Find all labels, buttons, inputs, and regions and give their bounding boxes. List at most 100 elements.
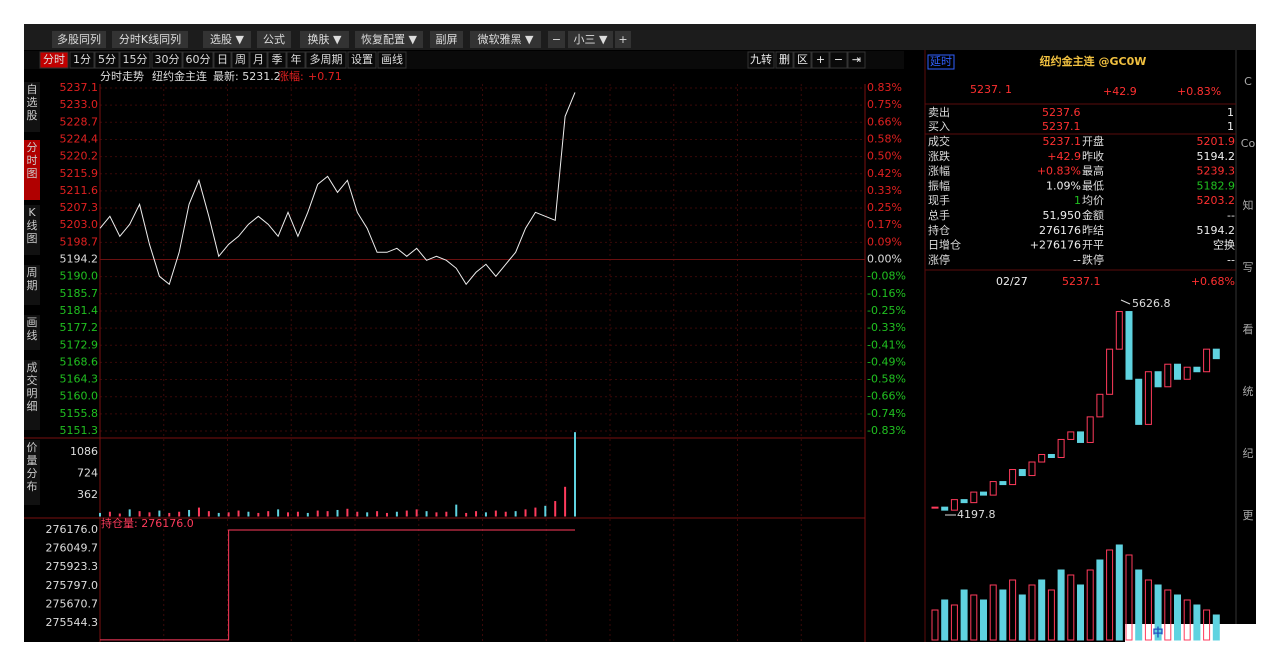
period-tab[interactable] — [94, 51, 120, 69]
period-tab[interactable] — [69, 51, 95, 69]
volume-bar — [316, 510, 319, 517]
badge — [927, 54, 955, 70]
k-high-label: 5626.8 — [1132, 297, 1171, 310]
quote-price: 5237. 1 — [970, 83, 1012, 96]
volume-bar — [435, 512, 438, 517]
sidebar-label: 分时图 — [27, 141, 38, 180]
volume-bar — [534, 507, 537, 517]
k-volume-bar — [1047, 589, 1055, 641]
chart-change: +0.71 — [308, 70, 342, 83]
row-value: -- — [1227, 209, 1235, 222]
oi-step — [100, 529, 575, 641]
toolbar-button[interactable] — [52, 31, 106, 48]
candle — [1086, 416, 1094, 443]
pct-axis-label: -0.58% — [867, 373, 906, 386]
period-tab[interactable] — [119, 51, 151, 69]
volume-bar — [108, 511, 111, 517]
toolbar-button[interactable] — [470, 31, 541, 48]
oi-axis-label: 275797.0 — [46, 579, 99, 592]
oi-axis-label: 275923.3 — [46, 560, 99, 573]
sidebar-tab[interactable] — [24, 315, 40, 350]
quote-change: +42.9 — [1103, 85, 1137, 98]
pct-axis-label: 0.25% — [867, 201, 902, 214]
k-volume-bar — [1018, 594, 1026, 641]
toolbar-button[interactable] — [548, 31, 565, 48]
tool-label: 九转 — [750, 52, 772, 66]
period-tab[interactable] — [213, 51, 232, 69]
toolbar-label: 换肤 ▼ — [308, 32, 342, 46]
volume-bar — [484, 512, 487, 517]
book-label: 卖出 — [928, 105, 950, 119]
candle — [1154, 371, 1162, 388]
period-tab[interactable] — [305, 51, 347, 69]
period-tab[interactable] — [39, 51, 69, 69]
candle — [1009, 469, 1017, 486]
toolbar-button[interactable] — [112, 31, 188, 48]
sidebar-tab[interactable] — [24, 205, 40, 255]
tool-tab[interactable] — [847, 51, 866, 69]
candle — [1212, 348, 1220, 360]
tool-tab[interactable] — [829, 51, 848, 69]
period-tab[interactable] — [151, 51, 183, 69]
tool-tab[interactable] — [747, 51, 775, 69]
toolbar-button[interactable] — [203, 31, 251, 48]
period-tab[interactable] — [231, 51, 250, 69]
candle — [1077, 431, 1084, 443]
sidebar-label: K 线图 — [27, 206, 38, 245]
price-axis-label: 5190.0 — [60, 270, 99, 283]
side-icon: 知 — [1243, 198, 1254, 212]
period-tab[interactable] — [182, 51, 214, 69]
candle — [1106, 348, 1114, 395]
sidebar-tab[interactable] — [24, 360, 40, 430]
pct-axis-label: -0.25% — [867, 304, 906, 317]
tool-tab[interactable] — [775, 51, 794, 69]
volume-bar — [356, 511, 359, 517]
period-tab[interactable] — [377, 51, 407, 69]
tool-tab[interactable] — [793, 51, 812, 69]
k-volume-bar — [1164, 589, 1172, 641]
tool-tab[interactable] — [811, 51, 830, 69]
k-volume-bar — [960, 589, 968, 641]
toolbar-button[interactable] — [430, 31, 463, 48]
sidebar-tab[interactable] — [24, 140, 40, 200]
row-label: 涨幅 — [928, 165, 950, 178]
volume-bar — [128, 509, 131, 517]
price-axis-label: 5224.4 — [60, 132, 99, 145]
row-value: 1 — [1074, 194, 1081, 207]
volume-bar — [197, 507, 200, 517]
candle — [1038, 453, 1046, 463]
period-tab[interactable] — [267, 51, 287, 69]
price-axis-label: 5185.7 — [60, 287, 99, 300]
candle — [1203, 348, 1211, 373]
period-tab[interactable] — [286, 51, 306, 69]
k-volume-bar — [1115, 544, 1123, 641]
toolbar-button[interactable] — [355, 31, 423, 48]
period-tab[interactable] — [249, 51, 268, 69]
toolbar-button[interactable] — [568, 31, 613, 48]
price-axis-label: 5237.1 — [60, 81, 99, 94]
toolbar-button[interactable] — [257, 31, 291, 48]
side-icon: 看 — [1243, 322, 1254, 336]
period-label: 设置 — [351, 53, 373, 66]
pct-axis-label: 0.66% — [867, 115, 902, 128]
sidebar-tab[interactable] — [24, 82, 40, 132]
book-price: 5237.1 — [1042, 120, 1081, 133]
sidebar-tab[interactable] — [24, 265, 40, 305]
row-value: 5239.3 — [1197, 165, 1236, 178]
candle — [1125, 311, 1133, 380]
sidebar-tab[interactable] — [24, 440, 40, 505]
candle — [1183, 366, 1191, 380]
candle — [1174, 363, 1181, 380]
volume-bar — [346, 508, 349, 517]
book-size: 1 — [1227, 106, 1234, 119]
price-axis-label: 5172.9 — [60, 338, 99, 351]
period-label: 多周期 — [310, 52, 343, 66]
pct-axis-label: 0.09% — [867, 235, 902, 248]
volume-bar — [168, 512, 171, 517]
volume-bar — [188, 509, 191, 517]
k-volume-bar — [980, 599, 987, 641]
toolbar-button[interactable] — [615, 31, 631, 48]
toolbar-button[interactable] — [300, 31, 349, 48]
k-volume-bar — [1086, 569, 1094, 641]
period-tab[interactable] — [347, 51, 377, 69]
